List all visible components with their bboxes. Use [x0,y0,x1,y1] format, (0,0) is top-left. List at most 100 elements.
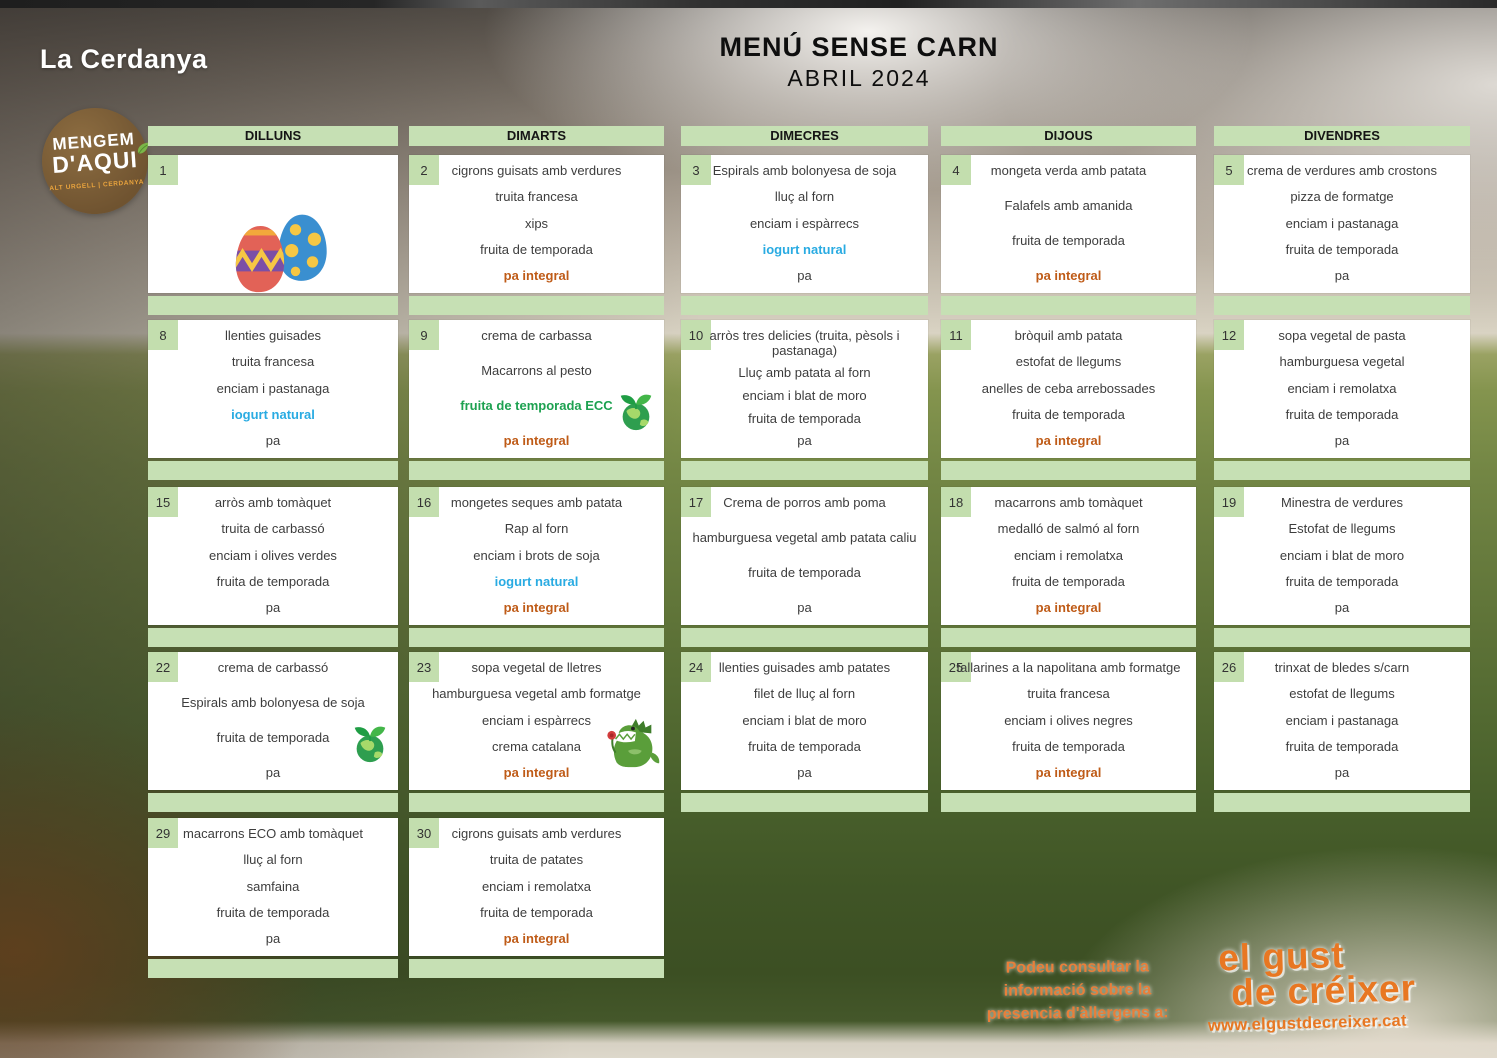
week-separator-bar [409,959,664,978]
day-number: 26 [1214,652,1244,682]
day-cell-3: 3 Espirals amb bolonyesa de soja lluç al f… [681,155,928,293]
week-separator-bar [941,628,1196,647]
menu-items: macarrons ECO amb tomàquet lluç al forn sa… [148,818,398,956]
menu-item: truita de patates [489,852,584,868]
menu-item: estofat de llegums [1289,686,1395,702]
day-cell-26: 26 trinxat de bledes s/carn estofat de lle… [1214,652,1470,790]
menu-item: lluç al forn [243,852,303,868]
week-separator-bar [1214,296,1470,315]
menu-item: fruita de temporada [1012,407,1125,423]
menu-items: crema de verdures amb crostons pizza de f… [1214,155,1470,293]
menu-item: pa [1334,600,1350,616]
day-cell-23: 23 sopa vegetal de lletres hamburguesa veg… [409,652,664,790]
menu-item: iogurt natural [231,407,315,423]
menu-item: pa integral [503,268,570,284]
menu-items: crema de carbassa Macarrons al pesto fruit… [409,320,664,458]
menu-items: tallarines a la napolitana amb formatge t… [941,652,1196,790]
menu-item: Minestra de verdures [1280,495,1404,510]
week-separator-bar [409,461,664,480]
menu-title-block: MENÚ SENSE CARN ABRIL 2024 [698,32,1020,92]
day-number: 19 [1214,487,1244,517]
menu-items: sopa vegetal de pasta hamburguesa vegetal… [1214,320,1470,458]
menu-item: pa integral [1035,268,1102,284]
menu-items: llenties guisades truita francesa enciam i… [148,320,398,458]
day-number: 12 [1214,320,1244,350]
brand-line2: de créixer [1230,967,1417,1014]
week-separator-bar [409,628,664,647]
menu-item: pa integral [1035,765,1102,781]
menu-item: fruita de temporada [216,905,330,921]
menu-items: crema de carbassó Espirals amb bolonyesa … [148,652,398,790]
menu-title: MENÚ SENSE CARN [719,32,999,62]
menu-item: fruita de temporada [216,574,330,590]
day-header-dijous: DIJOUS [941,126,1196,146]
day-header-dimarts: DIMARTS [409,126,664,146]
day-number: 4 [941,155,971,185]
day-number: 17 [681,487,711,517]
menu-item: enciam i blat de moro [1279,547,1405,563]
week-separator-bar [409,296,664,315]
menu-item: fruita de temporada [1285,574,1399,590]
day-number: 22 [148,652,178,682]
day-cell-30: 30 cigrons guisats amb verdures truita de … [409,818,664,956]
menu-items: Espirals amb bolonyesa de soja lluç al fo… [681,155,928,293]
menu-item: enciam i pastanaga [1285,712,1399,728]
menu-item: mongeta verda amb patata [990,163,1147,178]
location-title: La Cerdanya [40,44,208,74]
menu-item: Lluç amb patata al forn [738,365,871,381]
menu-item: pa [797,433,812,449]
menu-item: enciam i remolatxa [481,878,592,894]
menu-item: tallarines a la napolitana amb formatge [956,660,1181,675]
menu-items: mongetes seques amb patata Rap al forn enc… [409,487,664,625]
menu-items: arròs amb tomàquet truita de carbassó enci… [148,487,398,625]
menu-items: macarrons amb tomàquet medalló de salmó a… [941,487,1196,625]
week-separator-bar [148,461,398,480]
menu-item: medalló de salmó al forn [997,521,1140,537]
menu-item: Estofat de llegums [1288,521,1396,537]
week-separator-bar [681,793,928,812]
allergen-note: Podeu consultar la informació sobre la p… [955,955,1201,1026]
week-separator-bar [1214,793,1470,812]
menu-item: sopa vegetal de pasta [1278,328,1406,343]
menu-item: enciam i blat de moro [742,387,867,403]
day-cell-10: 10 arròs tres delicies (truita, pèsols i … [681,320,928,458]
menu-item: fruita de temporada [216,730,330,746]
day-header-dilluns: DILLUNS [148,126,398,146]
menu-item: mongetes seques amb patata [450,495,623,510]
menu-item: fruita de temporada [1285,242,1399,258]
menu-item: pa [265,433,281,449]
menu-item: truita de carbassó [221,521,325,537]
day-number: 1 [148,155,178,185]
menu-item: Crema de porros amb poma [723,495,886,510]
menu-items: arròs tres delicies (truita, pèsols i pa… [681,320,928,458]
menu-item: pa [265,600,281,616]
menu-items: trinxat de bledes s/carn estofat de llegu… [1214,652,1470,790]
menu-item: enciam i brots de soja [473,547,600,563]
day-number: 30 [409,818,439,848]
allergen-note-line: presencia d'àllergens a: [986,1004,1169,1023]
day-number: 29 [148,818,178,848]
menu-item: hamburguesa vegetal [1279,354,1405,370]
day-cell-4: 4 mongeta verda amb patata Falafels amb am… [941,155,1196,293]
menu-item: fruita de temporada [480,242,593,258]
menu-item: pa integral [503,765,570,781]
menu-item: macarrons amb tomàquet [994,495,1143,510]
menu-item: pa integral [1035,600,1102,616]
menu-item: enciam i blat de moro [742,712,867,728]
logo-line2: D'AQUI [51,143,149,178]
day-cell-5: 5 crema de verdures amb crostons pizza de … [1214,155,1470,293]
menu-item: pa integral [503,600,570,616]
menu-item: cigrons guisats amb verdures [451,163,622,178]
menu-item: enciam i remolatxa [1013,547,1124,563]
day-number: 25 [941,652,971,682]
day-number: 11 [941,320,971,350]
menu-month: ABRIL 2024 [787,65,931,91]
menu-item: enciam i espàrrecs [481,712,592,728]
menu-item: samfaina [246,878,300,894]
day-cell-19: 19 Minestra de verdures Estofat de llegums… [1214,487,1470,625]
menu-item: hamburguesa vegetal amb patata caliu [692,530,917,546]
menu-item: enciam i olives negres [1004,712,1133,728]
menu-item: cigrons guisats amb verdures [451,826,622,841]
menu-item: pa [797,268,812,284]
